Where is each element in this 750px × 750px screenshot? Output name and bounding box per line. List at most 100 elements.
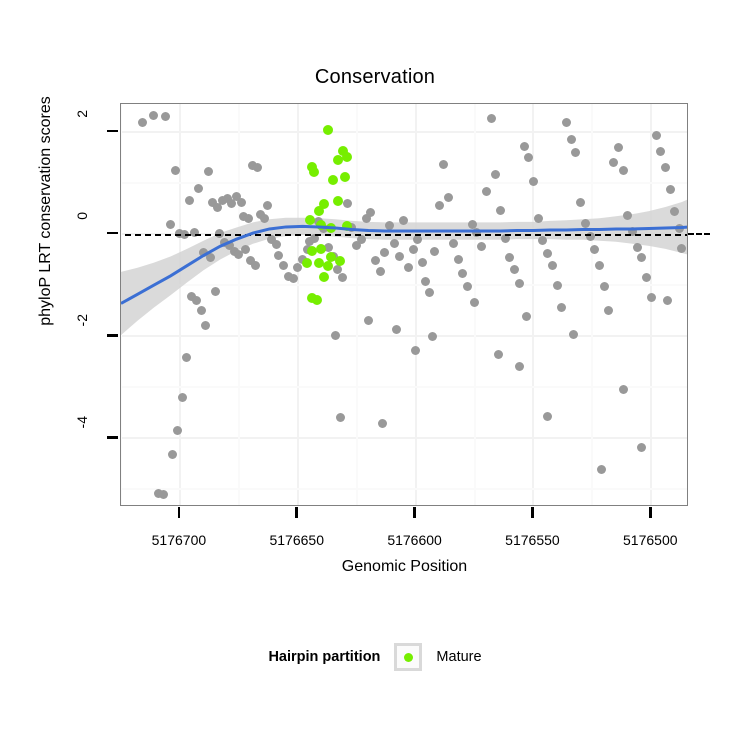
legend-label-mature: Mature bbox=[436, 649, 482, 665]
data-point bbox=[220, 237, 230, 247]
data-point bbox=[448, 238, 458, 248]
data-point bbox=[569, 329, 578, 339]
data-point bbox=[413, 234, 423, 244]
data-point bbox=[279, 261, 289, 271]
x-axis-tick-label: 5176500 bbox=[623, 532, 678, 548]
data-point bbox=[217, 195, 227, 205]
y-axis-tick bbox=[107, 333, 118, 337]
gridline-horizontal bbox=[121, 335, 687, 338]
data-point bbox=[335, 255, 346, 266]
data-point bbox=[538, 235, 548, 245]
data-point bbox=[248, 161, 258, 171]
data-point bbox=[250, 261, 260, 271]
legend: Hairpin partition Mature bbox=[0, 643, 750, 671]
data-point bbox=[175, 228, 185, 238]
data-point bbox=[309, 233, 319, 243]
y-axis-tick-label: 0 bbox=[74, 212, 90, 220]
data-point bbox=[274, 251, 284, 260]
x-axis-title: Genomic Position bbox=[341, 558, 468, 575]
data-point bbox=[366, 208, 376, 218]
data-point bbox=[510, 265, 520, 275]
data-point bbox=[571, 147, 581, 157]
data-point bbox=[392, 325, 402, 335]
data-point bbox=[590, 244, 600, 254]
data-point bbox=[481, 186, 491, 196]
data-point bbox=[665, 184, 675, 194]
legend-key-mature[interactable] bbox=[394, 643, 423, 671]
y-axis-tick bbox=[107, 129, 118, 133]
data-point bbox=[543, 412, 553, 422]
data-point bbox=[318, 271, 329, 282]
data-point bbox=[302, 257, 313, 268]
data-point bbox=[208, 197, 218, 207]
data-point bbox=[394, 252, 404, 262]
data-point bbox=[594, 261, 604, 271]
data-point bbox=[599, 281, 609, 291]
data-point bbox=[505, 253, 515, 263]
data-point bbox=[399, 216, 409, 226]
data-point bbox=[418, 258, 428, 268]
data-point bbox=[651, 130, 661, 140]
data-point bbox=[533, 214, 543, 224]
data-point bbox=[323, 125, 334, 136]
data-point bbox=[246, 256, 256, 266]
data-point bbox=[627, 226, 637, 236]
data-point bbox=[243, 214, 253, 224]
page-title: Conservation bbox=[314, 66, 436, 88]
gridline-vertical bbox=[414, 104, 417, 505]
data-point bbox=[342, 198, 352, 208]
gridline-vertical bbox=[296, 104, 299, 505]
data-point bbox=[670, 207, 680, 217]
data-point bbox=[470, 297, 480, 307]
data-point bbox=[184, 195, 194, 205]
data-point bbox=[434, 201, 444, 210]
data-point bbox=[267, 234, 277, 244]
x-axis-tick bbox=[177, 507, 181, 518]
data-point bbox=[253, 163, 263, 173]
data-point bbox=[201, 321, 211, 331]
data-point bbox=[260, 214, 270, 224]
gridline-horizontal-minor bbox=[121, 182, 687, 185]
confidence-band-area bbox=[121, 199, 687, 336]
data-point bbox=[339, 171, 350, 182]
data-point bbox=[656, 146, 666, 156]
x-axis-tick-label: 5176650 bbox=[269, 532, 324, 548]
data-point bbox=[288, 274, 298, 284]
data-point bbox=[203, 167, 213, 177]
data-point bbox=[187, 291, 197, 301]
data-point bbox=[304, 214, 315, 225]
data-point bbox=[356, 234, 366, 244]
data-point bbox=[191, 295, 201, 305]
zero-reference-line-extension bbox=[688, 233, 710, 236]
data-point bbox=[165, 220, 175, 230]
x-axis-tick bbox=[295, 507, 299, 518]
data-point bbox=[597, 465, 607, 475]
data-point bbox=[189, 227, 199, 237]
data-point bbox=[337, 146, 348, 157]
data-point bbox=[380, 247, 390, 257]
data-point bbox=[425, 287, 435, 297]
data-point bbox=[524, 153, 534, 163]
data-point bbox=[576, 197, 586, 207]
data-point bbox=[272, 239, 282, 249]
gridline-horizontal bbox=[121, 437, 687, 440]
y-axis-tick bbox=[107, 435, 118, 439]
data-point bbox=[552, 280, 562, 290]
data-point bbox=[227, 198, 237, 208]
data-point bbox=[500, 233, 510, 243]
data-point bbox=[642, 273, 652, 283]
data-point bbox=[604, 306, 614, 316]
gridline-horizontal-minor bbox=[121, 488, 687, 491]
loess-fit-line bbox=[121, 224, 687, 305]
data-point bbox=[215, 228, 225, 238]
data-point bbox=[168, 449, 178, 459]
data-point bbox=[458, 269, 468, 279]
data-point bbox=[519, 141, 529, 151]
data-point bbox=[557, 303, 567, 313]
data-point bbox=[311, 295, 322, 306]
data-point bbox=[283, 272, 293, 282]
data-point bbox=[453, 255, 463, 265]
data-point bbox=[477, 241, 487, 251]
data-point bbox=[521, 312, 531, 322]
